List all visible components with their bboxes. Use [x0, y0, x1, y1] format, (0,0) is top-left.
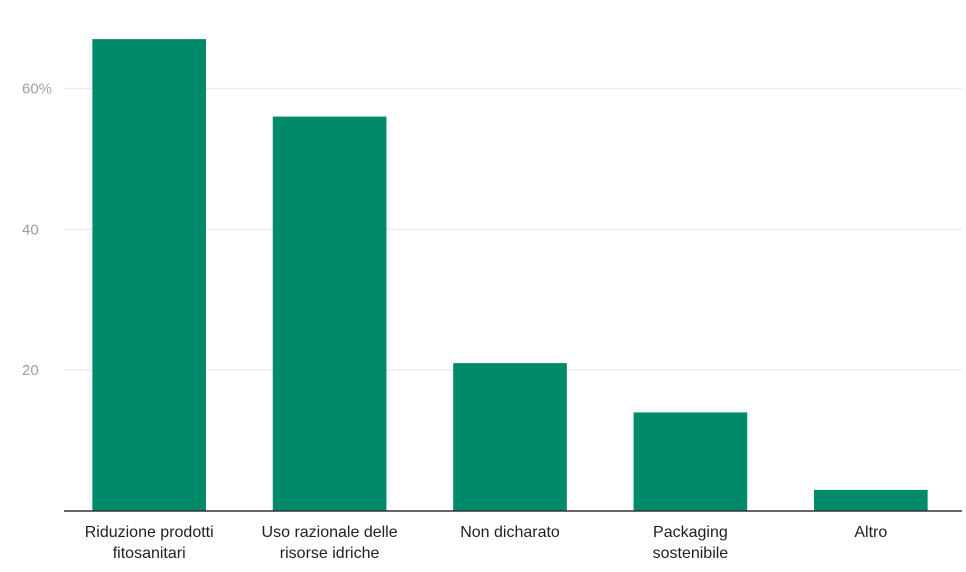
- x-category-label: Packaging sostenibile: [653, 524, 729, 562]
- bar: [453, 363, 567, 511]
- bar: [272, 116, 387, 511]
- y-tick-label: 20: [22, 362, 39, 379]
- x-category-labels: Riduzione prodotti fitosanitari Uso razion…: [85, 524, 888, 562]
- bar: [633, 412, 748, 511]
- y-tick-label: 60%: [22, 80, 52, 97]
- x-category-label: Uso razionale delle risorse idriche: [262, 524, 398, 562]
- bar: [813, 489, 928, 511]
- bars: [92, 39, 928, 511]
- y-tick-label: 40: [22, 221, 39, 238]
- x-category-label: Non dicharato: [460, 524, 560, 541]
- bar: [92, 39, 207, 511]
- x-category-label: Altro: [854, 524, 887, 541]
- y-tick-labels: 20 40 60%: [22, 80, 52, 379]
- x-category-label: Riduzione prodotti fitosanitari: [85, 524, 214, 562]
